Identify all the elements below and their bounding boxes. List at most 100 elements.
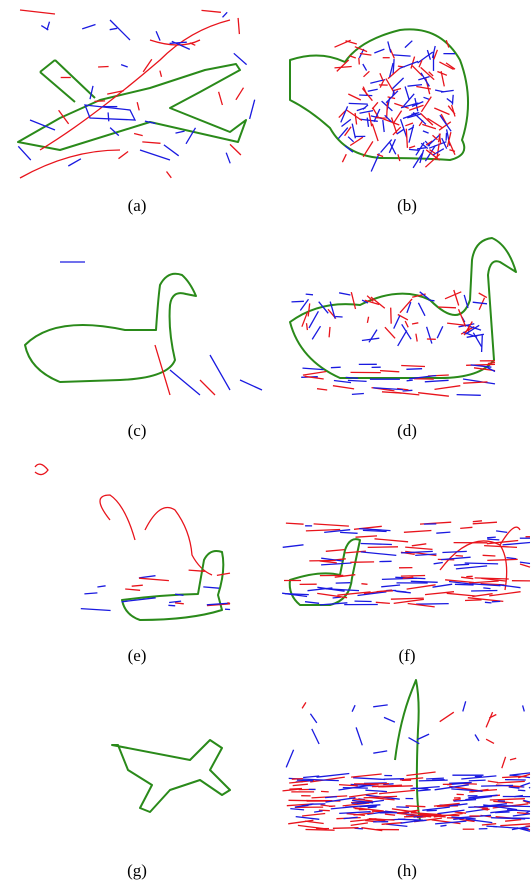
edge [486,712,493,727]
edge [360,54,372,56]
outline [18,64,246,150]
edge [506,558,516,559]
edge [405,547,432,549]
edge [359,58,360,65]
edge [160,71,162,77]
edge [427,327,432,344]
edge [314,811,323,812]
edge [303,368,324,370]
edge [409,149,419,150]
edge [523,705,525,711]
edge [487,559,517,560]
edge [356,727,362,745]
edge [454,290,459,306]
edge [435,386,461,390]
edge [168,605,175,606]
edge [401,576,425,577]
edge [490,799,525,800]
edge [382,823,403,825]
edge [352,705,355,712]
edge [405,123,413,126]
edge [296,817,320,820]
edge [396,807,409,808]
edge [405,41,412,48]
edge [364,71,370,77]
edge [326,798,356,802]
edge [447,593,476,596]
edge [369,330,377,343]
edge [418,303,425,316]
edge [293,784,308,785]
edge [418,52,433,63]
edge [368,807,377,808]
edge [359,95,372,96]
edge [392,78,404,90]
caption: (g) [127,861,147,880]
edge [518,790,525,791]
edge [386,824,407,826]
edge [375,539,409,542]
edge [405,87,409,101]
edge [298,825,327,829]
edge [499,585,521,588]
outline [40,60,95,102]
edge [520,562,530,563]
caption: (a) [128,196,147,215]
edge [47,22,50,30]
edge [81,609,111,611]
edge [442,551,466,552]
edge [401,366,425,367]
edge [137,102,139,110]
edge [363,141,373,156]
edge [455,812,467,813]
edge [412,544,427,546]
edge [387,102,388,119]
edge [286,523,304,524]
edge [380,73,383,80]
edge [340,532,358,533]
edge [510,758,516,760]
edge [385,327,395,338]
edge [465,600,482,601]
edge [372,786,379,787]
edge [335,67,352,68]
edge [84,593,97,594]
edge [335,40,351,47]
edge [434,108,449,115]
edge [487,537,496,538]
edge [326,589,359,591]
edge [408,85,423,87]
edge [488,363,495,364]
edge [418,790,431,791]
edge [368,89,378,91]
edge [363,64,367,71]
edge [398,330,407,346]
edge [310,714,316,723]
edge [416,334,417,342]
edge [529,787,530,788]
edge [398,154,400,161]
edge [320,561,337,563]
edge [348,94,361,100]
panel-b [290,29,468,160]
edge [496,531,507,533]
caption: (h) [397,861,417,880]
edge [167,172,172,178]
edge [97,586,105,587]
edge [388,41,391,52]
edge [520,564,530,567]
edge [417,734,429,740]
edge [374,49,384,53]
edge [416,604,449,605]
edge [307,323,308,330]
edge [312,729,319,744]
edge [317,389,327,390]
edge [346,377,358,378]
edge [155,345,215,395]
edge [413,788,429,789]
edge [202,10,221,12]
edge [176,131,185,133]
edge [426,778,444,779]
edge [314,780,339,781]
edge [367,118,368,127]
